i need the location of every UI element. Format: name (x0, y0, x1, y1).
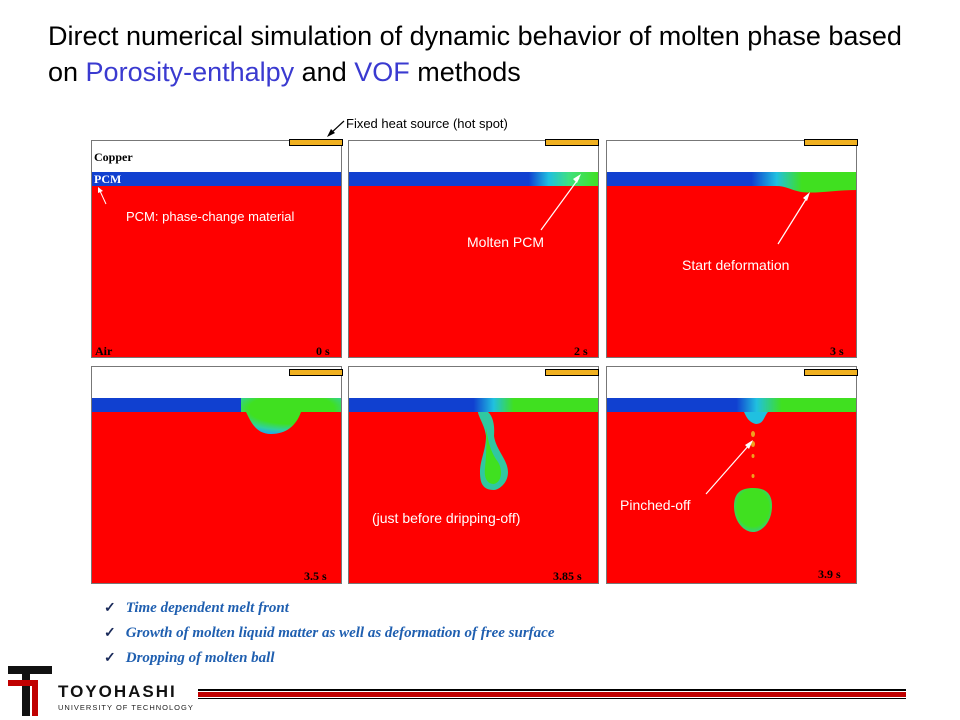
sim-panel-3-9s-graphic (606, 366, 857, 584)
sim-panel-3s (606, 140, 857, 358)
sim-panel-3-5s (91, 366, 342, 584)
time-label-3-85s: 3.85 s (553, 569, 582, 583)
time-label-2s: 2 s (574, 344, 588, 358)
heat-source-bar-3-85s (545, 369, 599, 376)
university-logo-icon (8, 666, 52, 716)
copper-label: Copper (94, 150, 133, 164)
sim-panel-3-9s (606, 366, 857, 584)
heat-source-bar-3-5s (289, 369, 343, 376)
bullet-item: ✓ Dropping of molten ball (104, 650, 275, 666)
sim-panel-0s-graphic (91, 140, 342, 358)
bullet-item: ✓ Time dependent melt front (104, 600, 289, 616)
footer-divider (198, 689, 906, 699)
sim-panel-0s (91, 140, 342, 358)
molten-arrow-icon (540, 174, 581, 231)
dripping-label: (just before dripping-off) (372, 510, 521, 526)
molten-pcm-label: Molten PCM (467, 234, 545, 250)
bullet-item: ✓ Growth of molten liquid matter as well … (104, 625, 555, 641)
heat-source-bar-0s (289, 139, 343, 146)
sim-panel-3-85s-graphic (348, 366, 599, 584)
time-label-3-9s: 3.9 s (818, 567, 841, 581)
pcm-definition: PCM: phase-change material (126, 209, 295, 224)
checkmark-icon: ✓ (104, 601, 116, 616)
heat-source-bar-3s (804, 139, 858, 146)
checkmark-icon: ✓ (104, 626, 116, 641)
title-highlight-vof: VOF (354, 57, 410, 87)
slide-title: Direct numerical simulation of dynamic b… (48, 18, 928, 90)
sim-panel-3s-graphic (606, 140, 857, 358)
heat-source-arrow-icon (327, 120, 345, 137)
sim-panel-3-5s-graphic (91, 366, 342, 584)
title-part3: methods (409, 57, 521, 87)
university-name: TOYOHASHI (58, 682, 177, 701)
start-deformation-label: Start deformation (682, 257, 790, 273)
pinched-off-label: Pinched-off (620, 497, 691, 513)
pcm-arrow-icon (98, 187, 107, 205)
heat-source-bar-3-9s (804, 369, 858, 376)
deformation-arrow-icon (777, 192, 810, 245)
sim-panel-3-85s (348, 366, 599, 584)
checkmark-icon: ✓ (104, 651, 116, 666)
heat-source-bar-2s (545, 139, 599, 146)
title-part1: Direct numerical simulation of dynamic b… (48, 21, 902, 87)
title-part2: and (294, 57, 355, 87)
pinched-arrow-icon (705, 440, 753, 495)
findings-list: ✓ Time dependent melt front ✓ Growth of mo… (104, 596, 555, 671)
title-highlight-porosity: Porosity-enthalpy (85, 57, 295, 87)
time-label-3-5s: 3.5 s (304, 569, 327, 583)
time-label-0s: 0 s (316, 344, 330, 358)
time-label-3s: 3 s (830, 344, 844, 358)
university-subtitle: UNIVERSITY OF TECHNOLOGY (58, 703, 194, 712)
heat-source-label: Fixed heat source (hot spot) (346, 116, 508, 131)
pcm-label: PCM (94, 172, 122, 186)
air-label: Air (95, 344, 113, 358)
